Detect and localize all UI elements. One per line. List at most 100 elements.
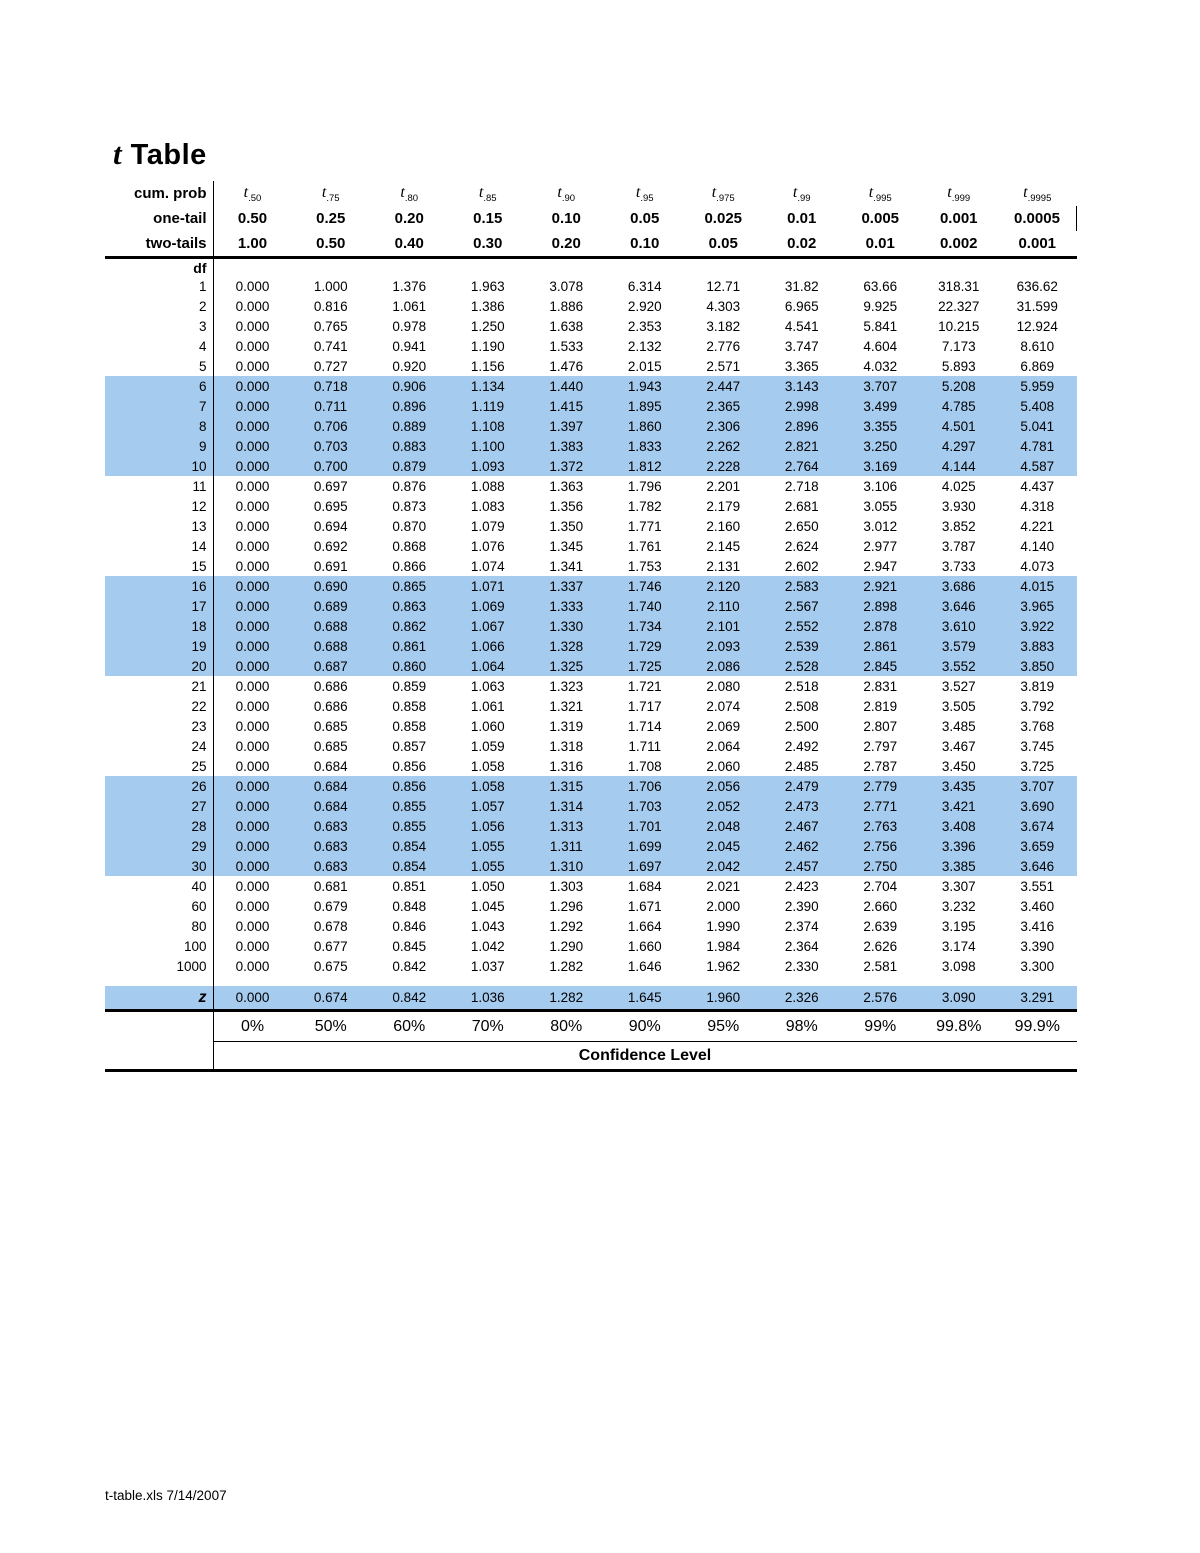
- t-value: 0.683: [313, 838, 348, 854]
- t-value: 0.000: [235, 318, 270, 334]
- t-value: 2.776: [706, 338, 741, 354]
- t-value: 12.924: [1016, 318, 1058, 334]
- t-quantile-header: t.995: [841, 181, 920, 206]
- t-value: 1.812: [627, 458, 662, 474]
- df-value: 12: [105, 496, 214, 516]
- t-value: 1.717: [627, 698, 662, 714]
- t-value: 1.315: [549, 778, 584, 794]
- t-value: 1.328: [549, 638, 584, 654]
- table-row: 11 0.000 0.697 0.876 1.088 1.363 1.796 2.201 2.7…: [105, 476, 1077, 496]
- t-value: 3.408: [941, 818, 976, 834]
- t-value: 1.290: [549, 938, 584, 954]
- t-value: 0.863: [392, 598, 427, 614]
- df-value: 14: [105, 536, 214, 556]
- t-value: 1.699: [627, 838, 662, 854]
- z-value: 1.036: [448, 986, 527, 1012]
- table-row: 20 0.000 0.687 0.860 1.064 1.325 1.725 2.086 2.5…: [105, 656, 1077, 676]
- t-quantile-header: t.9995: [998, 181, 1077, 206]
- t-value: 0.870: [392, 518, 427, 534]
- t-value: 0.000: [235, 898, 270, 914]
- t-value: 4.785: [941, 398, 976, 414]
- t-value: 0.883: [392, 438, 427, 454]
- t-value: 1.796: [627, 478, 662, 494]
- t-value: 1.440: [549, 378, 584, 394]
- t-value: 3.690: [1020, 798, 1055, 814]
- t-value: 1.045: [470, 898, 505, 914]
- df-value: 16: [105, 576, 214, 596]
- t-value: 2.518: [784, 678, 819, 694]
- df-value: 30: [105, 856, 214, 876]
- df-value: 9: [105, 436, 214, 456]
- t-value: 0.703: [313, 438, 348, 454]
- t-value: 1.761: [627, 538, 662, 554]
- t-value: 3.922: [1020, 618, 1055, 634]
- t-value: 1.100: [470, 438, 505, 454]
- t-value: 3.646: [941, 598, 976, 614]
- df-value: 13: [105, 516, 214, 536]
- t-value: 2.660: [863, 898, 898, 914]
- t-value: 3.390: [1020, 938, 1055, 954]
- t-value: 4.318: [1020, 498, 1055, 514]
- t-value: 0.978: [392, 318, 427, 334]
- t-value: 4.297: [941, 438, 976, 454]
- table-row: 16 0.000 0.690 0.865 1.071 1.337 1.746 2.120 2.5…: [105, 576, 1077, 596]
- t-value: 0.695: [313, 498, 348, 514]
- t-value: 2.920: [627, 298, 662, 314]
- two-tails-value: 0.02: [762, 231, 841, 259]
- two-tails-value: 0.10: [605, 231, 684, 259]
- t-value: 1.064: [470, 658, 505, 674]
- t-value: 3.106: [863, 478, 898, 494]
- t-value: 0.684: [313, 798, 348, 814]
- t-value: 3.307: [941, 878, 976, 894]
- t-value: 22.327: [938, 298, 980, 314]
- t-value: 0.000: [235, 378, 270, 394]
- t-value: 0.690: [313, 578, 348, 594]
- t-value: 0.848: [392, 898, 427, 914]
- t-value: 2.896: [784, 418, 819, 434]
- t-value: 1.303: [549, 878, 584, 894]
- t-value: 0.688: [313, 618, 348, 634]
- two-tails-value: 1.00: [213, 231, 292, 259]
- t-value: 2.998: [784, 398, 819, 414]
- t-value: 1.664: [627, 918, 662, 934]
- t-value: 1.753: [627, 558, 662, 574]
- t-value: 5.893: [941, 358, 976, 374]
- t-value: 1.055: [470, 858, 505, 874]
- t-value: 1.058: [470, 758, 505, 774]
- t-value: 2.074: [706, 698, 741, 714]
- t-value: 0.000: [235, 918, 270, 934]
- t-value: 0.000: [235, 598, 270, 614]
- t-value: 8.610: [1020, 338, 1055, 354]
- df-value: 15: [105, 556, 214, 576]
- t-value: 1.345: [549, 538, 584, 554]
- table-row: 13 0.000 0.694 0.870 1.079 1.350 1.771 2.160 2.6…: [105, 516, 1077, 536]
- z-value: 3.090: [919, 986, 998, 1012]
- t-value: 1.314: [549, 798, 584, 814]
- t-value: 3.485: [941, 718, 976, 734]
- t-value: 2.947: [863, 558, 898, 574]
- df-value: 8: [105, 416, 214, 436]
- confidence-level-row: Confidence Level: [105, 1041, 1077, 1072]
- two-tails-value: 0.30: [448, 231, 527, 259]
- t-value: 1.990: [706, 918, 741, 934]
- df-value: 40: [105, 876, 214, 896]
- t-value: 318.31: [938, 278, 980, 294]
- t-value: 1.061: [392, 298, 427, 314]
- t-value: 3.460: [1020, 898, 1055, 914]
- t-value: 2.898: [863, 598, 898, 614]
- t-value: 1.708: [627, 758, 662, 774]
- t-value: 0.000: [235, 358, 270, 374]
- t-value: 1.310: [549, 858, 584, 874]
- t-value: 0.889: [392, 418, 427, 434]
- t-value: 1.088: [470, 478, 505, 494]
- t-value: 12.71: [706, 278, 741, 294]
- t-value: 3.852: [941, 518, 976, 534]
- df-value: 1: [105, 276, 214, 296]
- t-distribution-table: cum. prob t.50 t.75 t.80 t.85 t.90 t.95 t.975 t.…: [105, 181, 1077, 1072]
- t-value: 0.856: [392, 758, 427, 774]
- t-symbol: t: [1023, 183, 1028, 201]
- t-value: 1.074: [470, 558, 505, 574]
- t-value: 3.552: [941, 658, 976, 674]
- df-value: 11: [105, 476, 214, 496]
- t-value: 1.083: [470, 498, 505, 514]
